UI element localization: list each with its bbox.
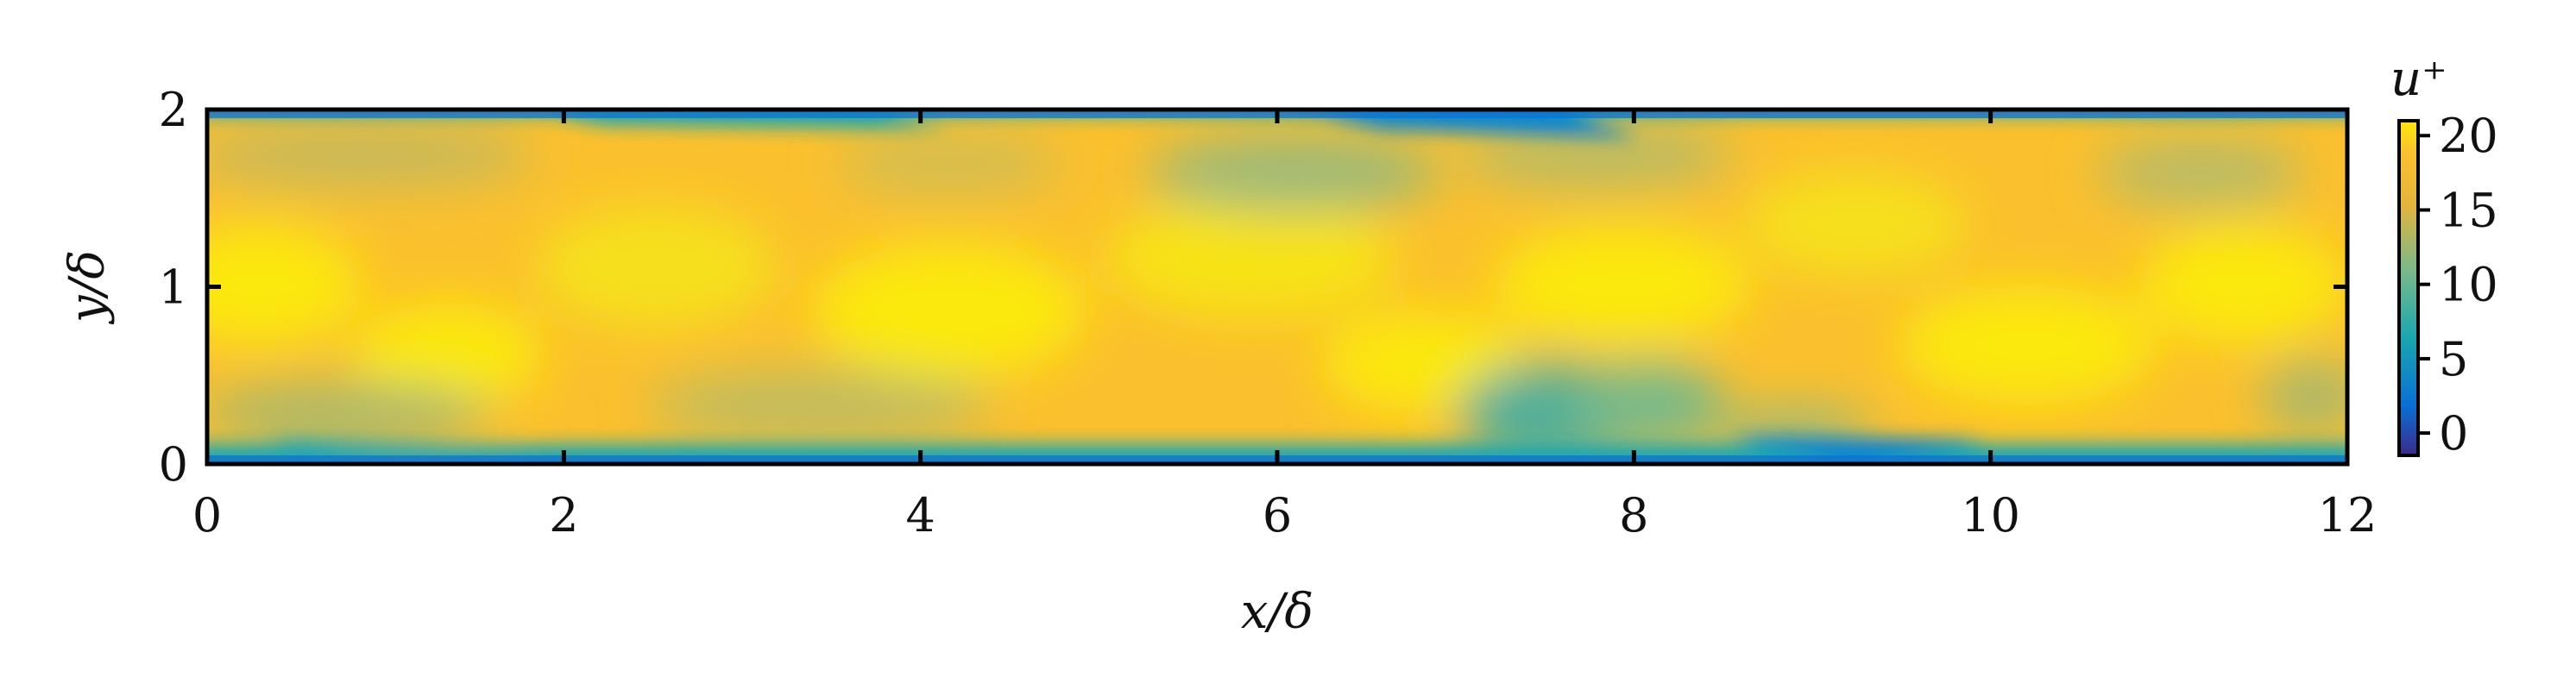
x-tick-label: 6 xyxy=(1263,488,1292,542)
y-tick-label: 2 xyxy=(159,83,188,137)
x-tick-label: 4 xyxy=(905,488,935,542)
y-tick-label: 0 xyxy=(159,437,188,492)
y-tick-label: 1 xyxy=(159,260,188,315)
colorbar-tick-label: 5 xyxy=(2439,332,2468,386)
x-tick-label: 0 xyxy=(192,488,222,542)
colorbar-tick-label: 10 xyxy=(2439,258,2498,312)
y-axis-label: y/δ xyxy=(60,250,116,325)
colorbar-tick-label: 20 xyxy=(2439,109,2498,163)
y-axis-ticks: 0 1 2 xyxy=(159,83,2347,492)
x-tick-label: 12 xyxy=(2318,488,2378,542)
x-tick-label: 10 xyxy=(1961,488,2020,542)
colorbar-title: u⁺ xyxy=(2390,51,2447,107)
colorbar xyxy=(2397,119,2420,457)
colorbar-tick-label: 15 xyxy=(2439,183,2498,237)
flow-field xyxy=(207,110,2347,464)
x-tick-label: 8 xyxy=(1619,488,1648,542)
x-axis-label: x/δ xyxy=(1241,584,1313,640)
colorbar-ticks: 0 5 10 15 20 xyxy=(2418,109,2498,461)
x-axis-ticks: 0 2 4 6 8 10 12 xyxy=(192,110,2378,542)
colorbar-tick-label: 0 xyxy=(2439,406,2468,461)
x-tick-label: 2 xyxy=(549,488,578,542)
